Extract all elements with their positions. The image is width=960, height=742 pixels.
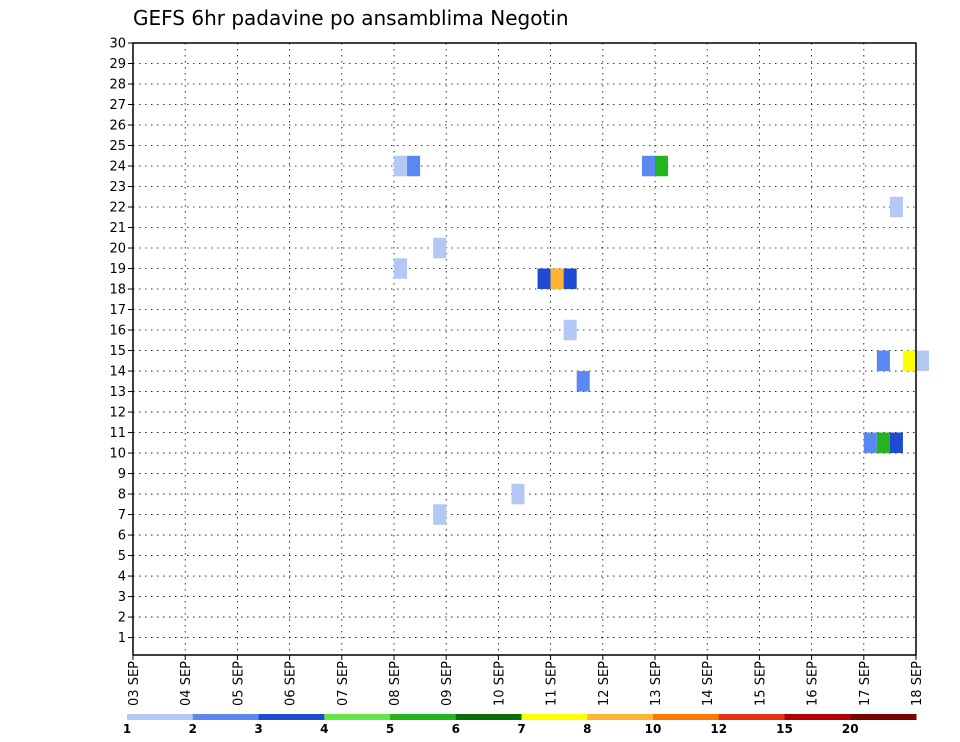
y-tick-label: 21 xyxy=(109,221,126,236)
plot-frame xyxy=(132,42,917,656)
precip-cell xyxy=(641,155,655,177)
x-tick-label: 09 SEP xyxy=(440,661,455,706)
precip-cell xyxy=(876,350,890,372)
x-tick-label: 16 SEP xyxy=(806,661,821,706)
y-tick-label: 16 xyxy=(109,324,126,339)
colorbar-label: 6 xyxy=(452,722,460,736)
colorbar-swatch xyxy=(718,714,785,720)
x-tick-label: 17 SEP xyxy=(858,661,873,706)
y-tick-label: 25 xyxy=(109,139,126,154)
y-axis: 1234567891011121314151617181920212223242… xyxy=(109,37,133,646)
y-tick-label: 22 xyxy=(109,201,126,216)
y-tick-label: 26 xyxy=(109,119,126,134)
y-tick-label: 2 xyxy=(118,611,126,626)
colorbar-swatch xyxy=(653,714,720,720)
colorbar-swatch xyxy=(390,714,457,720)
colorbar-swatch xyxy=(850,714,917,720)
grid-lines xyxy=(133,42,916,655)
colorbar-label: 15 xyxy=(776,722,793,736)
chart-title: GEFS 6hr padavine po ansamblima Negotin xyxy=(133,6,569,30)
colorbar-label: 12 xyxy=(710,722,727,736)
y-tick-label: 15 xyxy=(109,344,126,359)
precip-cell xyxy=(655,155,669,177)
precip-cell xyxy=(902,350,916,372)
precip-cell xyxy=(433,237,447,259)
colorbar-swatch xyxy=(521,714,588,720)
y-tick-label: 7 xyxy=(118,508,126,523)
colorbar-label: 10 xyxy=(645,722,662,736)
precip-cell xyxy=(563,319,577,341)
precip-cell xyxy=(407,155,421,177)
precip-cell xyxy=(889,432,903,454)
y-tick-label: 24 xyxy=(109,160,126,175)
x-tick-label: 15 SEP xyxy=(753,661,768,706)
colorbar-label: 5 xyxy=(386,722,394,736)
y-tick-label: 13 xyxy=(109,385,126,400)
colorbar-swatch xyxy=(587,714,654,720)
colorbar-swatch xyxy=(784,714,851,720)
x-tick-label: 06 SEP xyxy=(284,661,299,706)
y-tick-label: 4 xyxy=(118,570,126,585)
precipitation-cells xyxy=(394,155,930,525)
y-tick-label: 27 xyxy=(109,98,126,113)
y-tick-label: 3 xyxy=(118,590,126,605)
y-tick-label: 9 xyxy=(118,467,126,482)
precip-cell xyxy=(576,371,590,392)
x-axis: 03 SEP 04 SEP 05 SEP 06 SEP 07 SEP 08 SEP 09 S… xyxy=(127,655,925,706)
y-tick-label: 11 xyxy=(109,426,126,441)
x-tick-label: 04 SEP xyxy=(179,661,194,706)
colorbar-label: 3 xyxy=(254,722,262,736)
precip-cell xyxy=(916,350,930,372)
x-tick-label: 07 SEP xyxy=(336,661,351,706)
y-tick-label: 23 xyxy=(109,180,126,195)
colorbar-label: 2 xyxy=(189,722,197,736)
colorbar-label: 4 xyxy=(320,722,328,736)
colorbar-label: 1 xyxy=(123,722,131,736)
y-tick-label: 30 xyxy=(109,37,126,52)
colorbar-swatch xyxy=(258,714,325,720)
y-tick-label: 1 xyxy=(118,631,126,646)
x-tick-label: 05 SEP xyxy=(231,661,246,706)
x-tick-label: 03 SEP xyxy=(127,661,142,706)
colorbar: 1 2 3 4 5 6 7 8 10 12 15 20 xyxy=(123,714,917,736)
colorbar-label: 8 xyxy=(583,722,591,736)
y-tick-label: 10 xyxy=(109,447,126,462)
x-tick-label: 18 SEP xyxy=(910,661,925,706)
y-tick-label: 20 xyxy=(109,242,126,257)
x-tick-label: 08 SEP xyxy=(388,661,403,706)
precip-cell xyxy=(433,504,447,525)
x-tick-label: 13 SEP xyxy=(649,661,664,706)
precip-cell xyxy=(876,432,890,454)
precip-cell xyxy=(550,268,564,290)
colorbar-label: 7 xyxy=(517,722,525,736)
x-tick-label: 14 SEP xyxy=(701,661,716,706)
x-tick-label: 11 SEP xyxy=(545,661,560,706)
precip-cell xyxy=(511,483,525,505)
y-tick-label: 18 xyxy=(109,283,126,298)
y-tick-label: 14 xyxy=(109,365,126,380)
y-tick-label: 19 xyxy=(109,262,126,277)
colorbar-swatch xyxy=(324,714,391,720)
precip-cell xyxy=(394,258,408,279)
y-tick-label: 17 xyxy=(109,303,126,318)
colorbar-swatch xyxy=(455,714,522,720)
x-tick-label: 12 SEP xyxy=(597,661,612,706)
y-tick-label: 8 xyxy=(118,488,126,503)
y-tick-label: 6 xyxy=(118,529,126,544)
colorbar-swatch xyxy=(192,714,259,720)
precip-cell xyxy=(889,196,903,218)
precip-cell xyxy=(537,268,551,290)
y-tick-label: 28 xyxy=(109,78,126,93)
colorbar-swatch xyxy=(127,714,194,720)
x-tick-label: 10 SEP xyxy=(492,661,507,706)
y-tick-label: 12 xyxy=(109,406,126,421)
y-tick-label: 5 xyxy=(118,549,126,564)
precip-cell xyxy=(563,268,577,290)
colorbar-label: 20 xyxy=(842,722,859,736)
precip-cell xyxy=(863,432,877,454)
precip-cell xyxy=(394,155,408,177)
y-tick-label: 29 xyxy=(109,57,126,72)
